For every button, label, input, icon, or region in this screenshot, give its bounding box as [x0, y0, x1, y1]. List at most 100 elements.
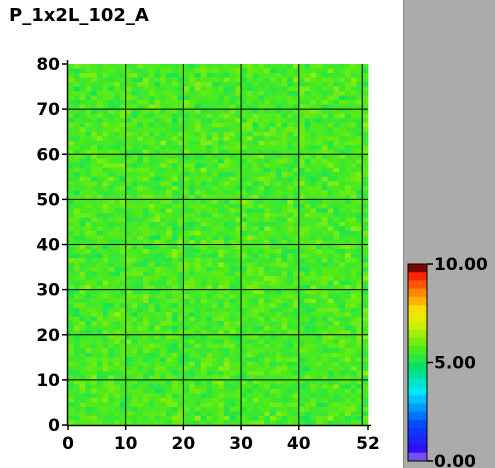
- heatmap-cell: [200, 145, 207, 151]
- heatmap-cell: [119, 230, 127, 236]
- heatmap-cell: [235, 181, 242, 187]
- heatmap-cell: [166, 303, 173, 309]
- heatmap-cell: [333, 122, 340, 128]
- heatmap-cell: [125, 325, 132, 331]
- heatmap-cell: [241, 402, 248, 408]
- heatmap-cell: [275, 91, 282, 96]
- heatmap-cell: [206, 235, 213, 241]
- heatmap-cell: [229, 64, 236, 69]
- heatmap-cell: [252, 127, 259, 133]
- heatmap-cell: [137, 253, 144, 259]
- heatmap-cell: [171, 127, 179, 133]
- heatmap-cell: [200, 86, 207, 92]
- heatmap-cell: [212, 86, 219, 92]
- heatmap-cell: [96, 402, 104, 408]
- heatmap-cell: [125, 334, 132, 340]
- heatmap-cell: [114, 230, 121, 236]
- heatmap-cell: [143, 366, 150, 372]
- heatmap-cell: [223, 258, 230, 263]
- heatmap-cell: [171, 194, 179, 200]
- heatmap-cell: [275, 77, 282, 83]
- heatmap-cell: [293, 68, 300, 74]
- heatmap-cell: [91, 280, 98, 286]
- heatmap-cell: [79, 208, 86, 214]
- heatmap-cell: [304, 199, 311, 205]
- heatmap-cell: [218, 158, 225, 164]
- heatmap-cell: [79, 330, 86, 336]
- heatmap-cell: [321, 154, 329, 160]
- heatmap-cell: [189, 361, 196, 367]
- heatmap-cell: [125, 109, 132, 115]
- heatmap-cell: [119, 384, 127, 390]
- heatmap-cell: [171, 343, 179, 349]
- heatmap-cell: [327, 339, 334, 345]
- heatmap-cell: [293, 217, 300, 223]
- heatmap-cell: [252, 199, 259, 205]
- heatmap-cell: [246, 136, 254, 142]
- heatmap-cell: [333, 181, 340, 187]
- heatmap-cell: [96, 352, 104, 358]
- heatmap-cell: [316, 352, 323, 358]
- heatmap-cell: [114, 415, 121, 421]
- heatmap-cell: [166, 321, 173, 327]
- heatmap-cell: [177, 73, 184, 78]
- heatmap-cell: [131, 262, 138, 268]
- heatmap-cell: [333, 303, 340, 309]
- heatmap-cell: [79, 64, 86, 69]
- heatmap-cell: [73, 249, 80, 254]
- heatmap-cell: [356, 406, 363, 412]
- heatmap-cell: [114, 370, 121, 376]
- heatmap-cell: [102, 82, 109, 87]
- heatmap-cell: [281, 154, 288, 160]
- heatmap-cell: [287, 361, 294, 367]
- heatmap-cell: [362, 379, 369, 385]
- heatmap-cell: [229, 303, 236, 309]
- heatmap-cell: [287, 73, 294, 78]
- heatmap-cell: [171, 325, 179, 331]
- heatmap-cell: [143, 334, 150, 340]
- heatmap-cell: [218, 397, 225, 403]
- heatmap-cell: [166, 339, 173, 345]
- heatmap-cell: [293, 185, 300, 191]
- heatmap-cell: [356, 104, 363, 110]
- heatmap-cell: [235, 402, 242, 408]
- heatmap-cell: [344, 285, 352, 291]
- heatmap-cell: [252, 226, 259, 232]
- heatmap-cell: [73, 334, 80, 340]
- heatmap-cell: [241, 163, 248, 169]
- heatmap-cell: [79, 131, 86, 137]
- heatmap-cell: [114, 325, 121, 331]
- heatmap-cell: [114, 303, 121, 309]
- heatmap-cell: [218, 370, 225, 376]
- heatmap-cell: [316, 113, 323, 119]
- heatmap-cell: [166, 226, 173, 232]
- heatmap-cell: [304, 411, 311, 417]
- heatmap-cell: [183, 113, 190, 119]
- heatmap-cell: [293, 100, 300, 106]
- heatmap-cell: [85, 64, 92, 69]
- heatmap-cell: [85, 136, 92, 142]
- heatmap-cell: [79, 167, 86, 173]
- heatmap-cell: [229, 397, 236, 403]
- heatmap-cell: [73, 118, 80, 124]
- heatmap-cell: [350, 127, 357, 133]
- heatmap-cell: [316, 321, 323, 327]
- heatmap-cell: [321, 271, 329, 277]
- heatmap-cell: [143, 307, 150, 313]
- heatmap-cell: [171, 82, 179, 87]
- heatmap-cell: [119, 239, 127, 245]
- heatmap-cell: [246, 176, 254, 182]
- heatmap-cell: [79, 303, 86, 309]
- heatmap-cell: [160, 307, 167, 313]
- heatmap-cell: [252, 307, 259, 313]
- heatmap-cell: [298, 181, 305, 187]
- heatmap-cell: [148, 285, 155, 291]
- heatmap-cell: [275, 95, 282, 101]
- heatmap-cell: [183, 312, 190, 318]
- heatmap-cell: [362, 163, 369, 169]
- heatmap-cell: [293, 86, 300, 92]
- heatmap-cell: [327, 176, 334, 182]
- heatmap-cell: [252, 109, 259, 115]
- heatmap-cell: [321, 149, 329, 155]
- heatmap-cell: [281, 294, 288, 300]
